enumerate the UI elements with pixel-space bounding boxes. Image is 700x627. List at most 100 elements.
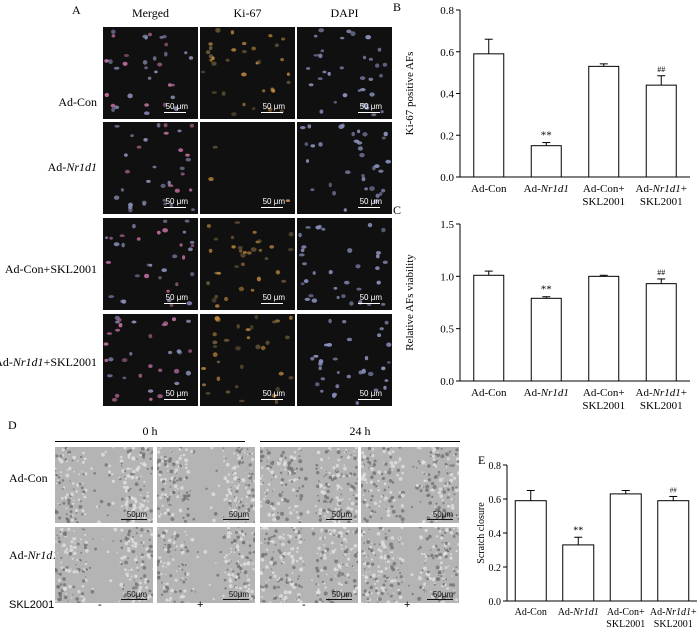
- scale-bar: [326, 599, 352, 600]
- y-tick-label: 0.8: [489, 461, 502, 472]
- treatment-sign-2: +: [197, 599, 204, 611]
- cell-texture-overlay: [55, 527, 153, 603]
- column-header-merged: Merged: [131, 6, 170, 20]
- y-tick-label: 0.0: [440, 376, 454, 388]
- cell-nuclei-overlay: [113, 123, 195, 213]
- significance-mark: **: [541, 130, 552, 142]
- x-tick-label: Ad-Nr1d1: [524, 183, 569, 195]
- panel-letter-e: E: [478, 453, 486, 467]
- cell-texture-overlay: [260, 527, 358, 603]
- bar-chart-scratch: 0.0 0.2 0.4 0.6 0.8 Scratch closure Ad-Con ** Ad…: [476, 461, 697, 627]
- scratch-tile-row1-col1: 50μm: [55, 447, 153, 523]
- fluorescence-tile-ki67-row4: 50 μm: [200, 314, 295, 406]
- scale-bar-label: 50μm: [228, 590, 249, 599]
- x-tick-label-line2: SKL2001: [582, 196, 625, 205]
- scale-bar-label: 50 μm: [359, 197, 382, 206]
- timepoint-header-24h: 24 h: [349, 424, 371, 438]
- row-label-ad-con: Ad-Con: [58, 95, 97, 109]
- cell-nuclei-overlay: [208, 145, 291, 202]
- fluorescence-tile-merged-row1: 50 μm: [103, 27, 198, 119]
- bar: [588, 65, 620, 178]
- significance-mark: **: [541, 284, 552, 296]
- cell-texture-overlay: [55, 447, 153, 523]
- scratch-tile-row2-col4: 50μm: [361, 527, 459, 603]
- fluorescence-tile-merged-row2: 50 μm: [103, 122, 198, 214]
- y-tick-label: 0.4: [440, 89, 454, 101]
- scratch-tile-row1-col3: 50μm: [260, 447, 358, 523]
- scale-bar-label: 50μm: [126, 590, 147, 599]
- panel-letter-b: B: [393, 0, 402, 14]
- cell-nuclei-overlay: [201, 314, 294, 405]
- treatment-sign-4: +: [404, 599, 411, 611]
- y-tick-label: 0.2: [440, 130, 454, 142]
- cell-nuclei-overlay: [206, 221, 294, 308]
- significance-mark: **: [573, 525, 583, 536]
- fluorescence-tile-dapi-row2: 50 μm: [297, 122, 392, 214]
- y-axis-label: Ki-67 positive AFs: [404, 52, 416, 136]
- scale-bar: [427, 519, 453, 520]
- column-header-dapi: DAPI: [330, 6, 359, 20]
- bar: [514, 500, 547, 602]
- cell-nuclei-overlay: [200, 27, 291, 117]
- bar: [588, 275, 620, 382]
- y-tick-label: 0.6: [440, 47, 454, 59]
- y-tick-label: 0.6: [489, 495, 502, 506]
- scale-bar: [121, 599, 147, 600]
- treatment-label: SKL2001: [9, 599, 55, 611]
- row-label-ad-nr1d1-skl2001: Ad-Nr1d1+SKL2001: [0, 355, 97, 369]
- scale-bar-label: 50μm: [331, 510, 352, 519]
- scale-bar: [164, 303, 186, 304]
- scale-bar: [164, 207, 186, 208]
- x-tick-label-line2: SKL2001: [640, 400, 683, 412]
- scale-bar-label: 50μm: [432, 590, 453, 599]
- significance-mark: ##: [657, 268, 665, 277]
- scale-bar: [223, 599, 249, 600]
- scale-bar: [427, 599, 453, 600]
- scale-bar: [358, 112, 380, 113]
- scratch-tile-row1-col4: 50μm: [361, 447, 459, 523]
- row-label-ad-nr1d1: Ad-Nr1d1: [47, 160, 97, 174]
- timepoint-bracket-0h: [55, 441, 245, 442]
- panel-letter-c: C: [393, 203, 402, 217]
- y-tick-label: 0.4: [489, 529, 502, 540]
- cell-nuclei-overlay: [300, 123, 391, 212]
- scale-bar: [261, 207, 283, 208]
- fluorescence-tile-ki67-row1: 50 μm: [200, 27, 295, 119]
- scale-bar-label: 50 μm: [359, 102, 382, 111]
- scratch-tile-row1-col2: 50μm: [157, 447, 255, 523]
- scale-bar-label: 50μm: [126, 510, 147, 519]
- bar-chart-ki67: 0.0 0.2 0.4 0.6 0.8 Ki-67 positive AFs Ad-Con *…: [404, 5, 690, 205]
- x-tick-label-line2: SKL2001: [582, 400, 625, 412]
- scale-bar: [358, 303, 380, 304]
- scale-bar-label: 50 μm: [165, 293, 188, 302]
- column-header-ki67: Ki-67: [233, 6, 262, 20]
- cell-nuclei-overlay: [103, 315, 192, 402]
- cell-nuclei-overlay: [105, 219, 195, 307]
- x-tick-label-line2: SKL2001: [640, 196, 683, 205]
- x-tick-label: Ad-Con: [471, 387, 507, 399]
- y-tick-label: 0.8: [440, 5, 454, 17]
- x-tick-label: Ad-Con+: [583, 387, 625, 399]
- x-tick-label: Ad-Nr1d1+: [650, 607, 697, 618]
- significance-mark: ##: [657, 65, 665, 74]
- x-tick-label: Ad-Con+: [607, 607, 645, 618]
- x-tick-label-line2: SKL2001: [606, 619, 645, 627]
- scale-bar-label: 50 μm: [359, 293, 382, 302]
- bar: [473, 53, 505, 178]
- bar-chart-viability: 0.0 0.5 1.0 1.5 Relative AFs viability Ad-Con…: [404, 219, 690, 412]
- x-tick-label: Ad-Con: [515, 607, 547, 618]
- cell-nuclei-overlay: [306, 28, 388, 117]
- fluorescence-tile-dapi-row1: 50 μm: [297, 27, 392, 119]
- fluorescence-tile-ki67-row3: 50 μm: [200, 218, 295, 310]
- scale-bar-label: 50 μm: [262, 293, 285, 302]
- scale-bar-label: 50 μm: [262, 102, 285, 111]
- fluorescence-tile-dapi-row4: 50 μm: [297, 314, 392, 406]
- y-axis-label: Relative AFs viability: [404, 254, 416, 351]
- bar: [473, 274, 505, 382]
- bar: [645, 283, 677, 382]
- scale-bar: [326, 519, 352, 520]
- y-tick-label: 0.0: [440, 172, 454, 184]
- scale-bar-label: 50μm: [432, 510, 453, 519]
- scale-bar: [261, 399, 283, 400]
- scale-bar-label: 50 μm: [262, 197, 285, 206]
